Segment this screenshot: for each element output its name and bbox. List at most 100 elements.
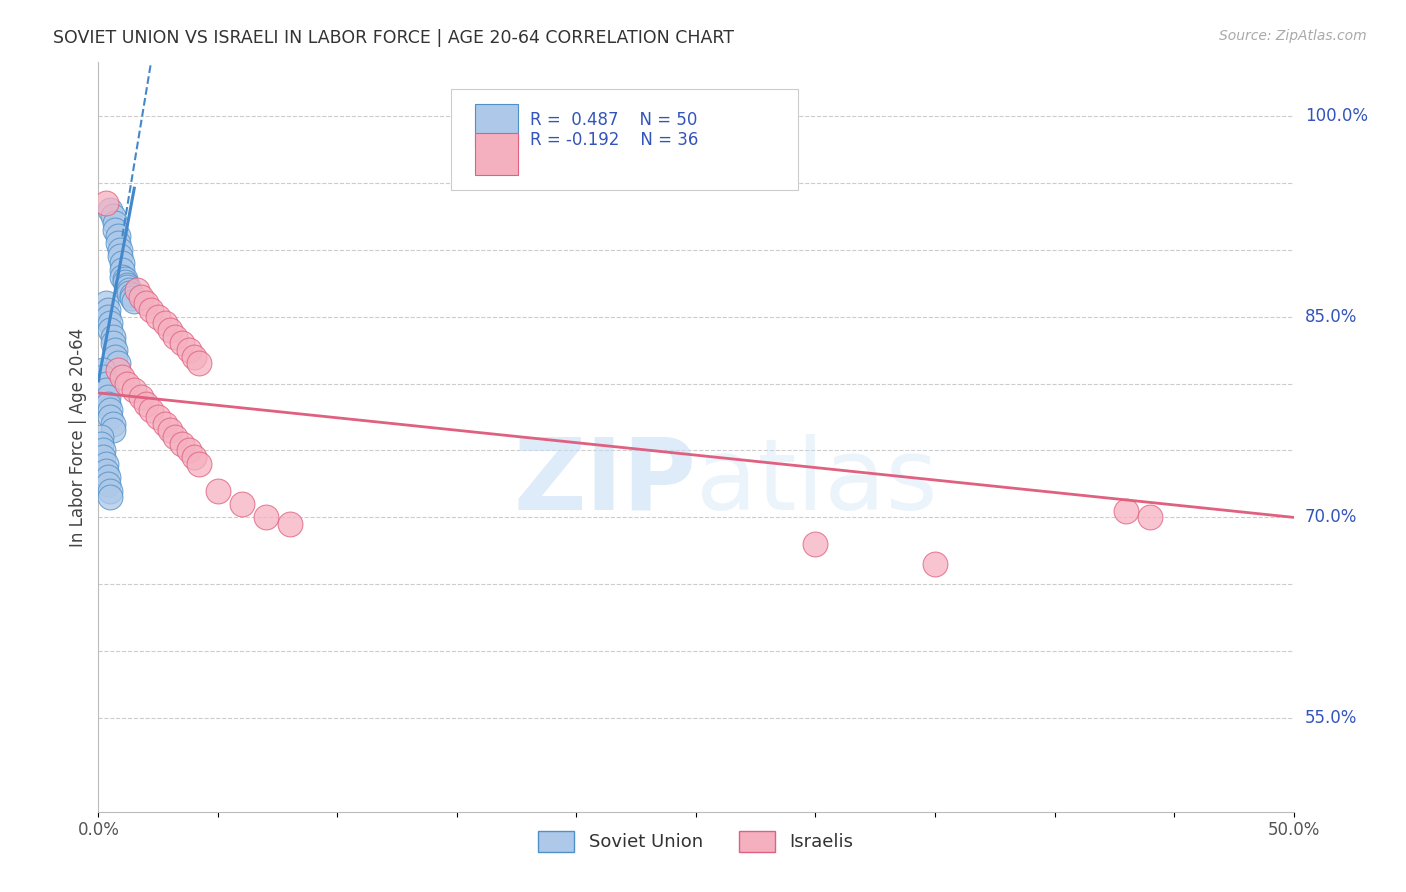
Point — [104, 223, 127, 237]
Point — [121, 288, 143, 302]
Point — [187, 356, 209, 371]
Point — [111, 262, 134, 277]
Text: SOVIET UNION VS ISRAELI IN LABOR FORCE | AGE 20-64 CORRELATION CHART: SOVIET UNION VS ISRAELI IN LABOR FORCE |… — [53, 29, 734, 47]
Point — [98, 317, 122, 331]
Legend: Soviet Union, Israelis: Soviet Union, Israelis — [531, 823, 860, 859]
Point — [94, 196, 117, 211]
Text: 85.0%: 85.0% — [1305, 308, 1357, 326]
Text: R =  0.487    N = 50: R = 0.487 N = 50 — [530, 111, 697, 129]
Point — [107, 235, 129, 250]
Point — [94, 376, 117, 391]
Point — [94, 296, 117, 310]
Point — [91, 450, 114, 465]
Point — [155, 317, 177, 331]
Point — [111, 269, 134, 284]
Point — [163, 430, 186, 444]
Point — [278, 517, 301, 532]
Point — [101, 336, 124, 351]
Text: ZIP: ZIP — [513, 434, 696, 531]
Point — [91, 363, 114, 377]
Point — [101, 424, 124, 438]
Text: 55.0%: 55.0% — [1305, 709, 1357, 727]
Point — [97, 303, 120, 318]
Point — [135, 396, 157, 410]
Point — [115, 277, 138, 292]
Point — [1139, 510, 1161, 524]
Point — [98, 403, 122, 417]
Point — [148, 310, 170, 324]
Point — [98, 323, 122, 337]
Text: 70.0%: 70.0% — [1305, 508, 1357, 526]
Point — [254, 510, 277, 524]
Point — [207, 483, 229, 498]
Point — [115, 376, 138, 391]
Point — [104, 216, 127, 230]
Point — [98, 202, 122, 217]
Point — [97, 396, 120, 410]
Point — [97, 470, 120, 484]
FancyBboxPatch shape — [475, 133, 517, 175]
Text: 100.0%: 100.0% — [1305, 107, 1368, 125]
Point — [179, 443, 201, 458]
Point — [107, 363, 129, 377]
Point — [94, 464, 117, 478]
Point — [91, 443, 114, 458]
Point — [108, 243, 131, 257]
Point — [114, 272, 136, 286]
Y-axis label: In Labor Force | Age 20-64: In Labor Force | Age 20-64 — [69, 327, 87, 547]
Point — [135, 296, 157, 310]
Point — [131, 290, 153, 304]
Point — [183, 350, 205, 364]
Point — [101, 330, 124, 344]
Point — [90, 430, 112, 444]
Point — [139, 303, 162, 318]
Point — [183, 450, 205, 465]
Point — [231, 497, 253, 511]
Point — [172, 336, 194, 351]
Text: Source: ZipAtlas.com: Source: ZipAtlas.com — [1219, 29, 1367, 44]
FancyBboxPatch shape — [475, 103, 517, 145]
Point — [124, 293, 146, 308]
Point — [101, 417, 124, 431]
Point — [179, 343, 201, 358]
Point — [97, 390, 120, 404]
Point — [108, 250, 131, 264]
Text: R = -0.192    N = 36: R = -0.192 N = 36 — [530, 131, 699, 149]
Point — [148, 410, 170, 425]
Point — [94, 457, 117, 471]
FancyBboxPatch shape — [451, 88, 797, 190]
Point — [101, 209, 124, 223]
Point — [172, 436, 194, 450]
Point — [121, 291, 143, 305]
Point — [97, 477, 120, 491]
Point — [187, 457, 209, 471]
Point — [107, 356, 129, 371]
Point — [97, 310, 120, 324]
Point — [124, 384, 146, 398]
Point — [114, 275, 136, 289]
Point — [804, 537, 827, 551]
Point — [159, 424, 181, 438]
Point — [98, 483, 122, 498]
Point — [155, 417, 177, 431]
Point — [98, 410, 122, 425]
Point — [118, 285, 141, 300]
Point — [111, 256, 134, 270]
Point — [107, 229, 129, 244]
Point — [98, 491, 122, 505]
Text: atlas: atlas — [696, 434, 938, 531]
Point — [159, 323, 181, 337]
Point — [115, 280, 138, 294]
Point — [91, 369, 114, 384]
Point — [104, 350, 127, 364]
Point — [118, 283, 141, 297]
Point — [131, 390, 153, 404]
Point — [104, 343, 127, 358]
Point — [1115, 503, 1137, 517]
Point — [94, 384, 117, 398]
Point — [125, 283, 148, 297]
Point — [139, 403, 162, 417]
Point — [924, 557, 946, 571]
Point — [90, 436, 112, 450]
Point — [111, 369, 134, 384]
